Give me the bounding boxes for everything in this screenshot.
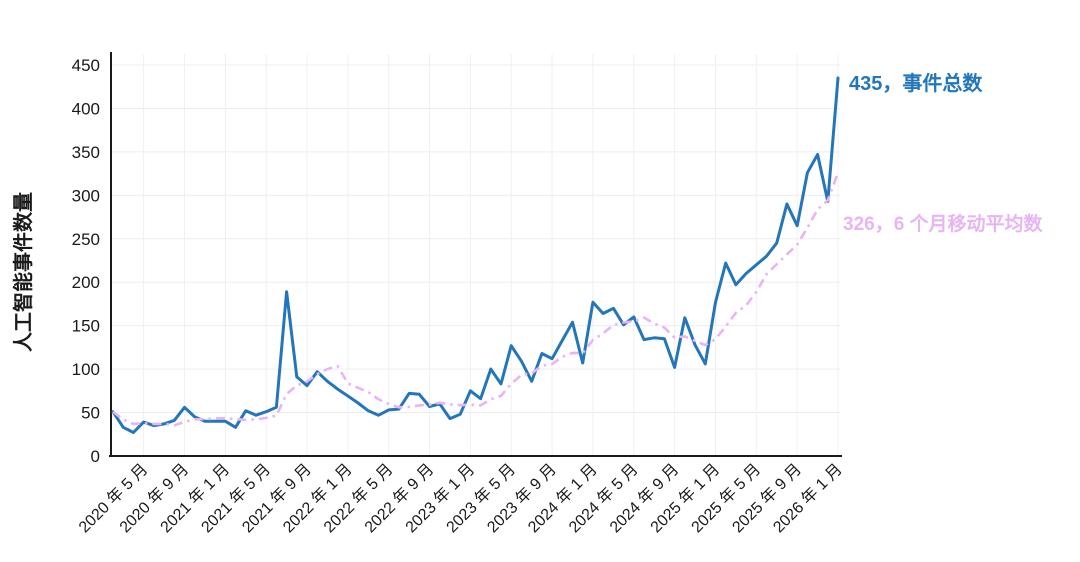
y-tick-label: 400 [72,99,100,118]
annotation-moving-average: 326，6 个月移动平均数 [843,212,1044,235]
y-tick-label: 200 [72,273,100,292]
y-tick-label: 350 [72,143,100,162]
y-tick-label: 100 [72,360,100,379]
y-axis-title: 人工智能事件数量 [11,192,35,352]
y-tick-label: 150 [72,317,100,336]
total-line [111,76,840,434]
annotation-total: 435，事件总数 [849,71,983,95]
y-tick-label: 300 [72,186,100,205]
y-tick-label: 250 [72,230,100,249]
y-tick-label: 50 [81,404,100,423]
y-tick-label: 450 [72,56,100,75]
moving-average-line [112,172,840,427]
y-tick-label: 0 [91,447,100,466]
